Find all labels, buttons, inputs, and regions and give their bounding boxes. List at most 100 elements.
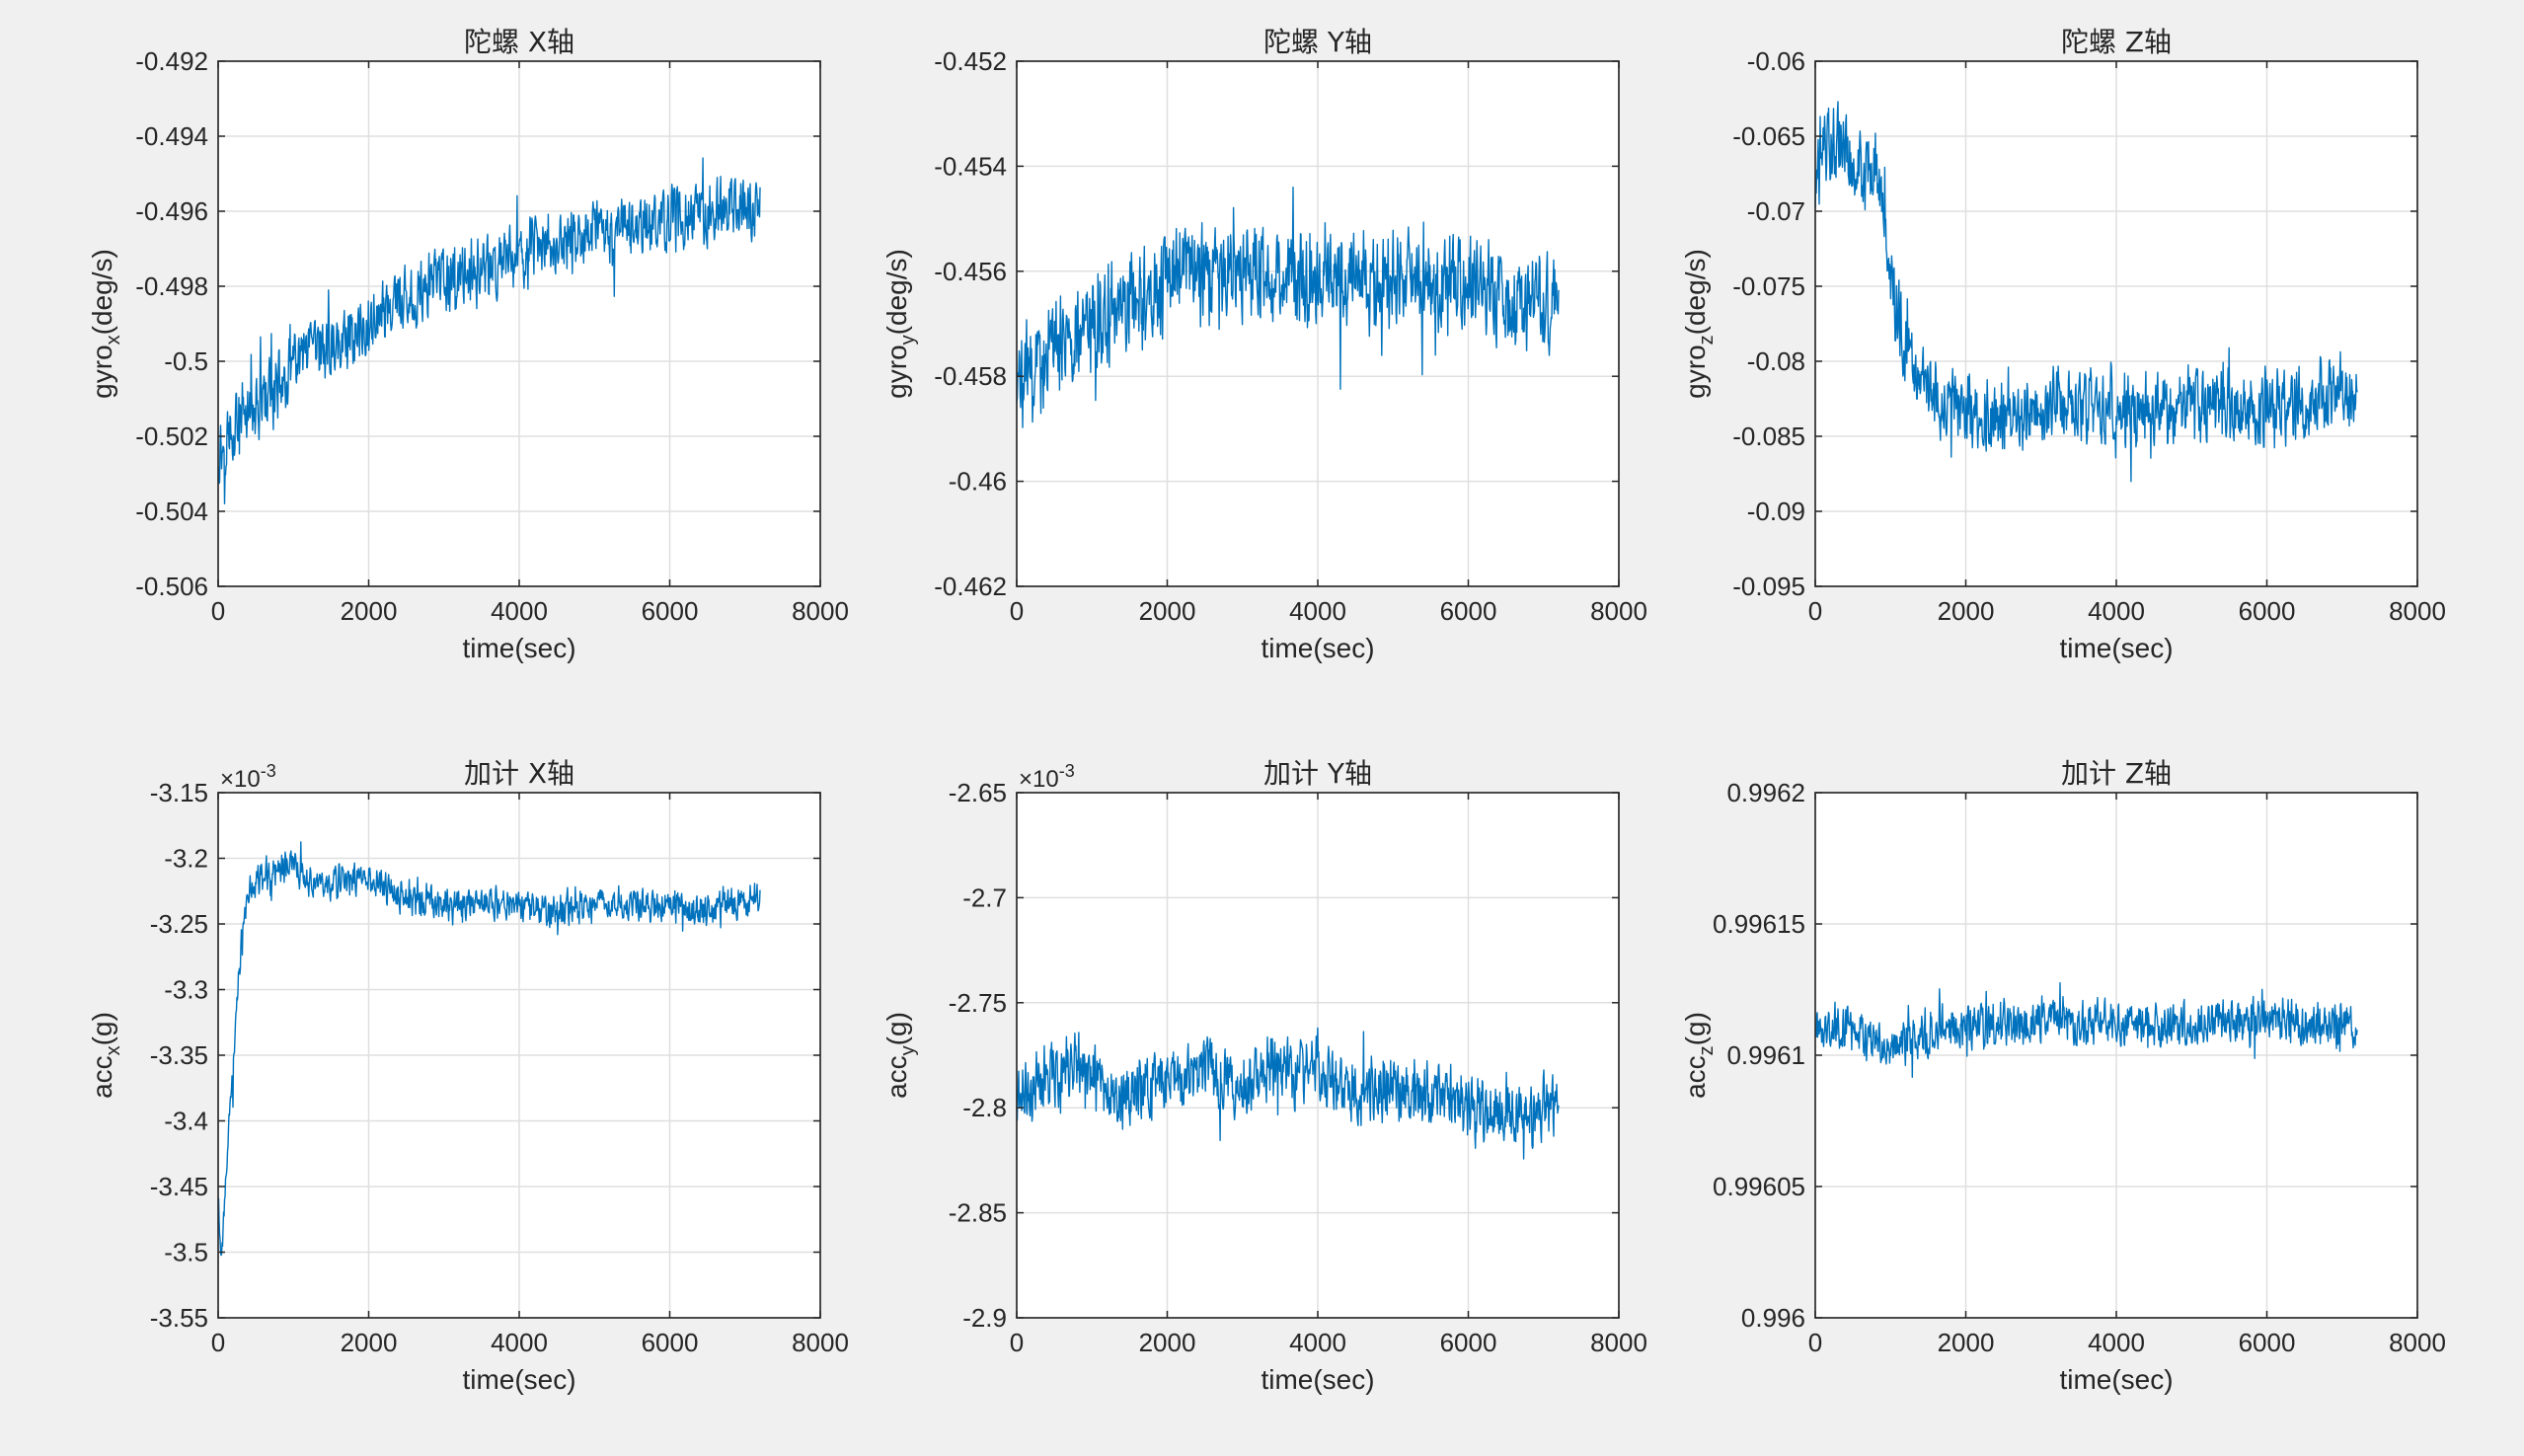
y-tick-label: 0.9961 [1726, 1040, 1805, 1070]
y-tick-label: -2.85 [949, 1198, 1007, 1228]
subplot-6: 0 2000 4000 6000 8000 0.996 0.99605 0.9961 0.996… [1680, 757, 2446, 1395]
x-tick-label: 8000 [2389, 596, 2446, 626]
y-tick-label: 0.9962 [1726, 778, 1805, 807]
x-tick-label: 4000 [2088, 1328, 2145, 1357]
y-tick-label: -3.45 [150, 1172, 208, 1201]
y-tick-label: -0.498 [135, 271, 208, 301]
y-tick-label: -0.454 [934, 151, 1007, 181]
x-tick-label: 6000 [1440, 1328, 1497, 1357]
subplot-4: 0 2000 4000 6000 8000 -3.55 -3.5 -3.45 -3.4 -3.35… [87, 757, 849, 1395]
x-tick-label: 8000 [2389, 1328, 2446, 1357]
y-tick-label: -0.08 [1747, 346, 1805, 376]
x-tick-label: 6000 [642, 596, 699, 626]
x-axis-label: time(sec) [2059, 633, 2173, 663]
x-tick-label: 0 [211, 1328, 225, 1357]
y-tick-label: -0.502 [135, 421, 208, 451]
x-tick-label: 8000 [1590, 596, 1647, 626]
subplot-title: 陀螺 X轴 [464, 26, 574, 58]
subplot-1: 0 2000 4000 6000 8000 -0.506 -0.504 -0.502 -0.5 -… [87, 26, 849, 663]
y-tick-label: 0.996 [1741, 1303, 1805, 1333]
y-tick-label: 0.99615 [1713, 909, 1805, 939]
x-axis-label: time(sec) [2059, 1364, 2173, 1395]
y-tick-label: -0.09 [1747, 497, 1805, 526]
x-axis-label: time(sec) [462, 633, 575, 663]
x-tick-label: 6000 [642, 1328, 699, 1357]
y-exponent-label: ×10-3 [220, 761, 276, 793]
y-axis-label: accz(g) [1680, 1012, 1718, 1099]
x-tick-label: 2000 [341, 596, 398, 626]
x-tick-label: 6000 [2239, 596, 2296, 626]
x-tick-label: 2000 [1139, 596, 1196, 626]
y-tick-label: -0.462 [934, 572, 1007, 601]
y-exponent-label: ×10-3 [1019, 761, 1075, 793]
y-tick-label: -0.492 [135, 46, 208, 76]
y-axis-label: gyroz(deg/s) [1680, 249, 1718, 399]
y-tick-label: -0.095 [1732, 572, 1805, 601]
y-tick-label: -3.25 [150, 909, 208, 939]
subplot-title: 加计 Z轴 [2061, 757, 2172, 790]
series-line [1016, 1027, 1560, 1160]
y-axis-label: gyrox(deg/s) [87, 249, 124, 399]
subplot-title: 加计 X轴 [464, 757, 574, 790]
x-tick-label: 4000 [491, 1328, 548, 1357]
x-tick-label: 8000 [792, 596, 849, 626]
y-axis-label: accx(g) [87, 1012, 124, 1099]
x-tick-label: 0 [1010, 1328, 1024, 1357]
subplot-title: 陀螺 Y轴 [1263, 26, 1372, 58]
subplot-title: 加计 Y轴 [1263, 757, 1372, 790]
y-tick-label: -3.4 [164, 1107, 208, 1136]
subplot-3: 0 2000 4000 6000 8000 -0.095 -0.09 -0.085 -0.08 -… [1680, 26, 2446, 663]
y-tick-label: -3.15 [150, 778, 208, 807]
y-tick-label: -0.456 [934, 257, 1007, 286]
y-tick-label: -0.5 [164, 346, 208, 376]
series-line [1016, 186, 1560, 428]
x-axis-label: time(sec) [462, 1364, 575, 1395]
y-axis-label: accy(g) [881, 1012, 919, 1099]
y-tick-label: -0.458 [934, 361, 1007, 391]
series-line [217, 841, 761, 1257]
series-line [1814, 101, 2358, 483]
y-tick-label: -0.506 [135, 572, 208, 601]
y-tick-label: -2.7 [962, 882, 1007, 912]
x-tick-label: 4000 [1289, 596, 1346, 626]
subplot-title: 陀螺 Z轴 [2061, 26, 2172, 58]
y-tick-label: -3.2 [164, 844, 208, 874]
x-tick-label: 2000 [1938, 596, 1995, 626]
y-tick-label: -2.75 [949, 988, 1007, 1018]
y-tick-label: -3.3 [164, 975, 208, 1005]
y-tick-label: -0.504 [135, 497, 208, 526]
x-tick-label: 0 [1808, 1328, 1822, 1357]
y-tick-label: -2.65 [949, 778, 1007, 807]
x-tick-label: 0 [211, 596, 225, 626]
x-tick-label: 6000 [2239, 1328, 2296, 1357]
y-tick-label: -2.8 [962, 1093, 1007, 1122]
series-line [1814, 982, 2358, 1079]
y-tick-label: -0.065 [1732, 121, 1805, 151]
x-tick-label: 2000 [1938, 1328, 1995, 1357]
x-tick-label: 6000 [1440, 596, 1497, 626]
y-tick-label: -0.085 [1732, 421, 1805, 451]
y-tick-label: -2.9 [962, 1303, 1007, 1333]
y-tick-label: -0.06 [1747, 46, 1805, 76]
x-tick-label: 8000 [1590, 1328, 1647, 1357]
y-tick-label: 0.99605 [1713, 1172, 1805, 1201]
series-line [217, 157, 761, 504]
x-tick-label: 0 [1808, 596, 1822, 626]
x-tick-label: 4000 [2088, 596, 2145, 626]
x-tick-label: 4000 [1289, 1328, 1346, 1357]
y-tick-label: -0.452 [934, 46, 1007, 76]
y-tick-label: -0.07 [1747, 196, 1805, 226]
subplot-2: 0 2000 4000 6000 8000 -0.462 -0.46 -0.458 -0.456… [881, 26, 1647, 663]
y-axis-label: gyroy(deg/s) [881, 249, 919, 399]
x-tick-label: 0 [1010, 596, 1024, 626]
y-tick-label: -0.075 [1732, 271, 1805, 301]
x-tick-label: 4000 [491, 596, 548, 626]
x-axis-label: time(sec) [1261, 1364, 1374, 1395]
y-tick-label: -3.35 [150, 1040, 208, 1070]
y-tick-label: -3.5 [164, 1238, 208, 1267]
x-tick-label: 2000 [341, 1328, 398, 1357]
y-tick-label: -0.46 [949, 467, 1007, 497]
y-tick-label: -0.494 [135, 121, 208, 151]
x-tick-label: 2000 [1139, 1328, 1196, 1357]
